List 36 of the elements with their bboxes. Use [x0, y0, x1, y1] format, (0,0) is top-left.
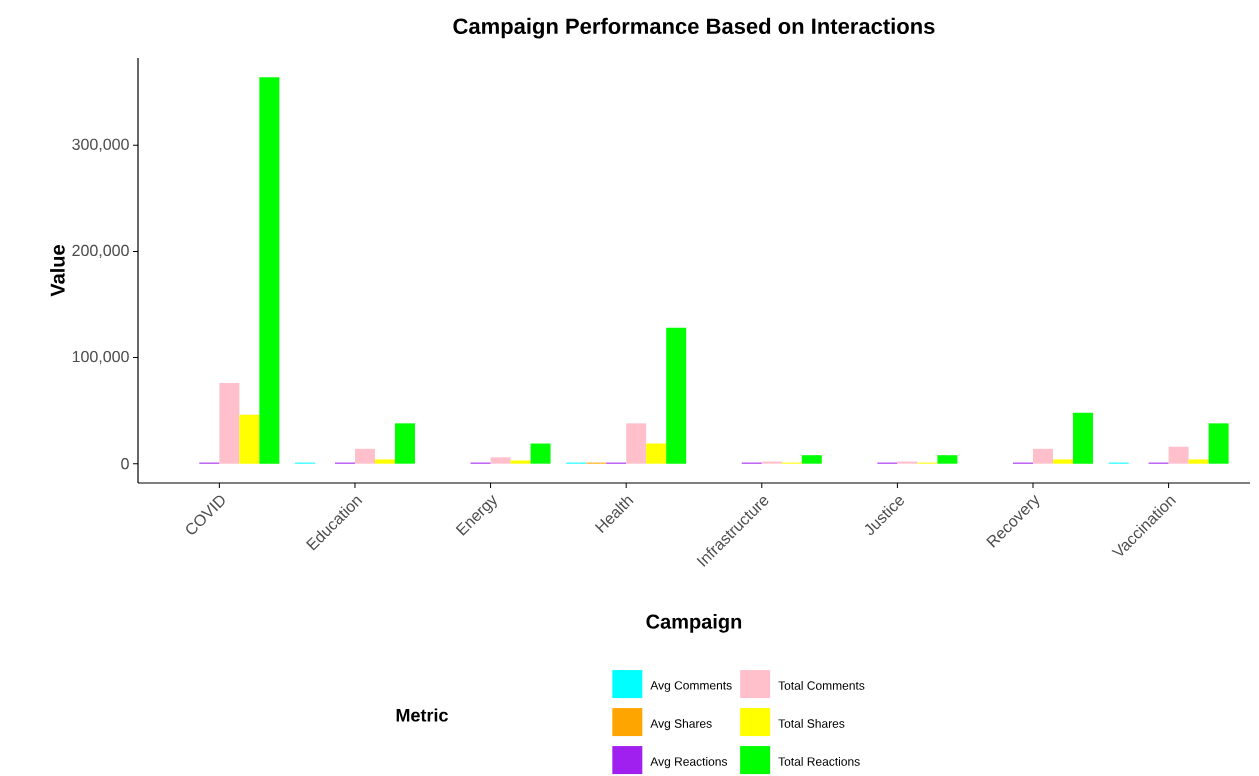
bar	[510, 460, 531, 464]
bar	[666, 327, 687, 464]
legend-title: Metric	[396, 708, 448, 722]
legend-label: Avg Comments	[650, 681, 732, 692]
legend-label: Total Comments	[778, 680, 865, 690]
bar	[259, 77, 280, 464]
bar	[1208, 423, 1229, 464]
bar	[354, 448, 375, 464]
bar	[801, 455, 822, 464]
legend-label: Total Shares	[778, 718, 845, 728]
bar	[374, 459, 395, 464]
bar	[1053, 459, 1073, 464]
y-tick-label: 300,000	[72, 138, 129, 152]
bar	[1188, 459, 1209, 464]
bar	[1073, 412, 1093, 464]
bar	[646, 443, 667, 464]
legend-label: Avg Reactions	[650, 756, 728, 769]
y-tick-label: 0	[121, 457, 129, 470]
bar	[490, 457, 511, 464]
bar	[761, 461, 782, 464]
y-tick-label: 200,000	[72, 244, 129, 258]
y-axis-title: Value	[50, 245, 65, 297]
bar	[1168, 446, 1189, 464]
bar	[239, 414, 260, 464]
chart-title: Campaign Performance Based on Interactions	[453, 17, 935, 39]
legend-label: Avg Shares	[650, 718, 712, 731]
bar	[219, 382, 240, 464]
bar	[897, 461, 918, 464]
y-tick-label: 100,000	[72, 350, 129, 365]
x-axis-title: Campaign	[646, 614, 742, 633]
bar	[530, 443, 551, 464]
bar	[394, 423, 415, 464]
legend-label: Total Reactions	[778, 756, 860, 766]
bar	[626, 423, 647, 464]
bar	[937, 455, 958, 464]
bar	[1033, 448, 1053, 464]
